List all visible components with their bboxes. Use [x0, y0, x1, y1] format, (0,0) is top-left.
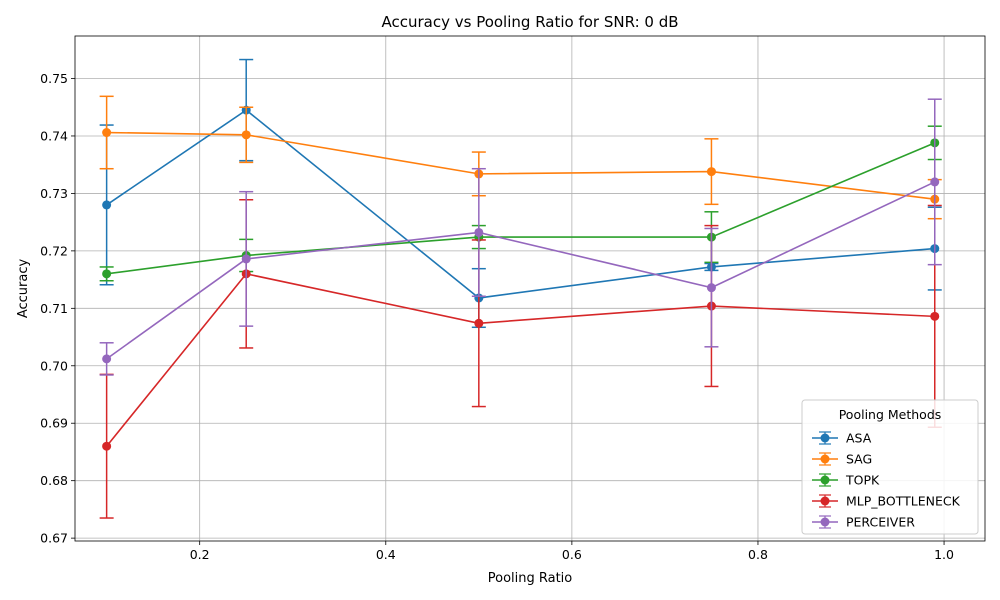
x-tick-label: 1.0 — [934, 547, 954, 562]
legend-marker — [820, 433, 830, 443]
legend-label: PERCEIVER — [846, 515, 915, 530]
legend-item-perceiver: PERCEIVER — [812, 515, 915, 530]
data-point — [102, 269, 112, 279]
series-perceiver — [99, 98, 942, 376]
legend-item-mlp-bottleneck: MLP_BOTTLENECK — [812, 494, 961, 509]
legend-label: MLP_BOTTLENECK — [846, 494, 961, 509]
y-tick-label: 0.73 — [40, 186, 68, 201]
chart-title: Accuracy vs Pooling Ratio for SNR: 0 dB — [381, 13, 678, 31]
x-axis-title: Pooling Ratio — [488, 571, 573, 586]
legend: Pooling Methods ASA SAG TOPK MLP_BOTTLENECK… — [801, 399, 979, 535]
x-tick-label: 0.8 — [748, 547, 768, 562]
legend-label: ASA — [846, 431, 872, 446]
legend-marker — [820, 475, 830, 485]
data-point — [102, 354, 112, 364]
data-point — [706, 167, 716, 177]
grid — [75, 36, 985, 541]
legend-label: TOPK — [845, 473, 880, 488]
data-point — [102, 200, 112, 210]
data-point — [930, 177, 940, 187]
x-tick-label: 0.6 — [562, 547, 582, 562]
ticks: 0.2 0.4 0.6 0.8 1.0 0.67 0.68 0.69 0.70 0.71 0.72 0… — [40, 71, 954, 562]
y-axis-title: Accuracy — [16, 259, 31, 319]
y-tick-label: 0.72 — [40, 243, 68, 258]
legend-marker — [820, 517, 830, 527]
y-tick-label: 0.71 — [40, 301, 68, 316]
y-tick-label: 0.67 — [40, 531, 68, 546]
legend-marker — [820, 454, 830, 464]
plot-frame — [74, 35, 986, 542]
y-tick-label: 0.68 — [40, 473, 68, 488]
data-point — [930, 311, 940, 321]
x-tick-label: 0.4 — [376, 547, 396, 562]
data-point — [102, 128, 112, 138]
legend-label: SAG — [846, 452, 872, 467]
x-tick-label: 0.2 — [190, 547, 210, 562]
data-point — [241, 254, 251, 264]
legend-items: ASA SAG TOPK MLP_BOTTLENECK PERCEIVER — [812, 431, 961, 530]
legend-item-topk: TOPK — [812, 473, 880, 488]
y-tick-label: 0.70 — [40, 358, 68, 373]
data-point — [102, 441, 112, 451]
y-tick-label: 0.75 — [40, 71, 68, 86]
data-point — [474, 227, 484, 237]
legend-marker — [820, 496, 830, 506]
legend-item-asa: ASA — [812, 431, 872, 446]
legend-title: Pooling Methods — [839, 407, 942, 422]
legend-box — [801, 399, 979, 535]
y-tick-label: 0.69 — [40, 416, 68, 431]
data-point — [706, 283, 716, 293]
series-layer — [99, 58, 942, 519]
data-point — [241, 130, 251, 140]
data-point — [474, 318, 484, 328]
y-tick-label: 0.74 — [40, 128, 68, 143]
legend-item-sag: SAG — [812, 452, 872, 467]
